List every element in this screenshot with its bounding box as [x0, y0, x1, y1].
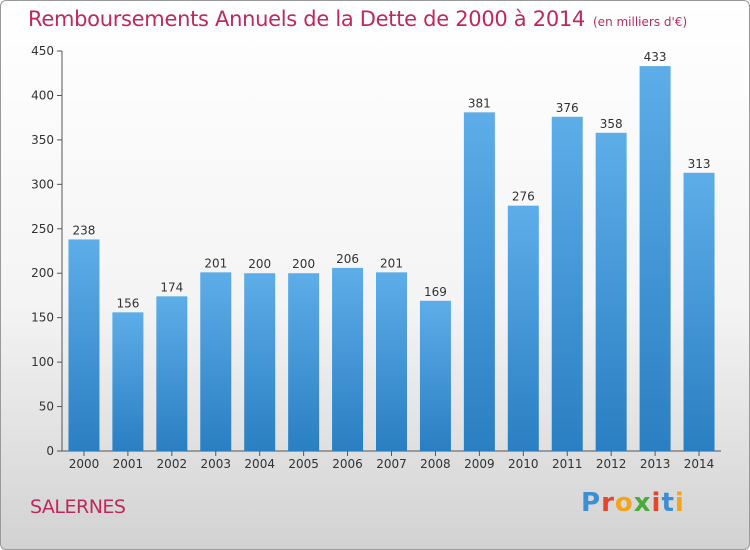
bar-value-label: 201	[204, 256, 227, 270]
bar-value-label: 206	[336, 252, 359, 266]
bar	[288, 273, 320, 451]
bar-value-label: 376	[556, 101, 579, 115]
y-tick-label: 450	[31, 44, 54, 58]
bar-value-label: 200	[248, 257, 271, 271]
y-tick-label: 0	[46, 444, 54, 458]
bar	[200, 272, 232, 451]
bar	[244, 273, 276, 451]
bar	[463, 112, 495, 451]
y-tick-label: 150	[31, 311, 54, 325]
logo-letter: t	[661, 488, 675, 518]
logo-letter: P	[581, 488, 602, 518]
bar	[112, 312, 144, 451]
logo-letter: o	[614, 488, 634, 518]
y-tick-label: 100	[31, 355, 54, 369]
bar	[332, 267, 364, 451]
bar-value-label: 381	[468, 96, 491, 110]
chart-title: Remboursements Annuels de la Dette de 20…	[28, 7, 687, 31]
x-tick-label: 2013	[640, 457, 671, 471]
bar-value-label: 201	[380, 256, 403, 270]
x-tick-label: 2010	[508, 457, 539, 471]
bar-value-label: 169	[424, 285, 447, 299]
bar	[551, 116, 583, 452]
logo-letter: i	[674, 488, 685, 518]
x-tick-label: 2004	[244, 457, 275, 471]
bar	[419, 300, 451, 451]
bar-value-label: 156	[116, 296, 139, 310]
chart-unit: (en milliers d'€)	[593, 15, 688, 29]
x-tick-label: 2002	[157, 457, 188, 471]
bar	[683, 172, 715, 451]
bar	[595, 132, 627, 451]
bar-value-label: 313	[688, 157, 711, 171]
bar	[507, 205, 539, 451]
bar-value-label: 433	[644, 50, 667, 64]
x-tick-label: 2011	[552, 457, 583, 471]
bar-value-label: 200	[292, 257, 315, 271]
bar	[376, 272, 407, 451]
bar	[68, 239, 100, 451]
y-tick-label: 50	[39, 400, 54, 414]
bar-value-label: 358	[600, 117, 623, 131]
logo-letter: r	[601, 488, 615, 518]
x-tick-label: 2012	[596, 457, 627, 471]
x-tick-label: 2008	[420, 457, 451, 471]
chart-title-text: Remboursements Annuels de la Dette de 20…	[28, 7, 585, 31]
commune-name: SALERNES	[30, 496, 126, 518]
y-tick-label: 200	[31, 266, 54, 280]
y-tick-label: 400	[31, 88, 54, 102]
bar	[639, 66, 671, 451]
x-tick-label: 2014	[684, 457, 715, 471]
y-tick-label: 250	[31, 222, 54, 236]
x-tick-label: 2006	[332, 457, 363, 471]
bar	[156, 296, 188, 451]
x-tick-label: 2009	[464, 457, 495, 471]
y-tick-label: 350	[31, 133, 54, 147]
bar-value-label: 238	[73, 223, 96, 237]
bar-value-label: 276	[512, 190, 535, 204]
proxiti-logo: Proxiti	[581, 488, 685, 518]
logo-letter: i	[651, 488, 662, 518]
x-tick-label: 2001	[113, 457, 144, 471]
x-tick-label: 2000	[69, 457, 100, 471]
y-tick-label: 300	[31, 177, 54, 191]
x-tick-label: 2007	[376, 457, 407, 471]
bar-value-label: 174	[160, 280, 183, 294]
x-tick-label: 2003	[200, 457, 231, 471]
logo-letter: x	[633, 488, 652, 518]
x-tick-label: 2005	[288, 457, 319, 471]
